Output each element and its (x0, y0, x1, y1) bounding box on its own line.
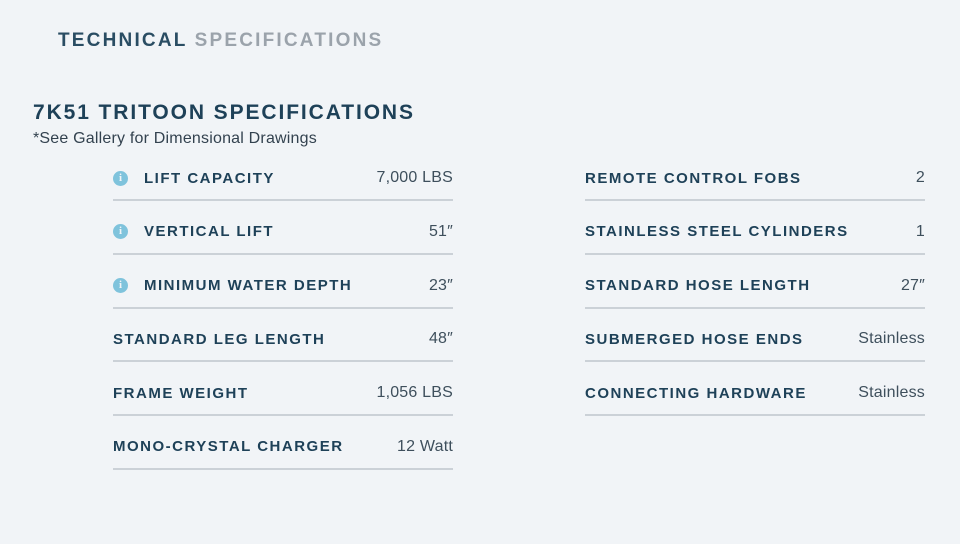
spec-row-content: SUBMERGED HOSE ENDS Stainless (585, 318, 925, 360)
info-icon[interactable]: i (113, 224, 128, 240)
spec-row: STAINLESS STEEL CYLINDERS 1 (585, 211, 925, 265)
spec-row: STANDARD LEG LENGTH 48″ (113, 318, 453, 372)
spec-label: VERTICAL LIFT (144, 223, 275, 241)
spec-column-right: REMOTE CONTROL FOBS 2 STAINLESS STEEL CY… (585, 157, 925, 426)
spec-value: 2 (915, 169, 925, 186)
spec-row: FRAME WEIGHT 1,056 LBS (113, 372, 453, 426)
spec-label: CONNECTING HARDWARE (585, 384, 807, 402)
spec-row-content: STANDARD LEG LENGTH 48″ (113, 318, 453, 360)
spec-value: 7,000 LBS (376, 169, 453, 186)
section-title: 7K51 TRITOON SPECIFICATIONS (33, 101, 415, 124)
spec-row: i LIFT CAPACITY 7,000 LBS (113, 157, 453, 211)
section-subtitle: *See Gallery for Dimensional Drawings (33, 130, 317, 147)
page-header-primary-label: TECHNICAL (58, 30, 188, 51)
spec-label: STANDARD LEG LENGTH (113, 330, 326, 348)
info-icon[interactable]: i (113, 170, 128, 186)
info-icon[interactable]: i (113, 278, 128, 294)
spec-row-content: i VERTICAL LIFT 51″ (113, 211, 453, 253)
spec-row-content: CONNECTING HARDWARE Stainless (585, 372, 925, 414)
spec-label: MINIMUM WATER DEPTH (144, 277, 353, 295)
spec-value: 1 (915, 222, 925, 240)
spec-value: 23″ (428, 276, 453, 294)
spec-value: Stainless (858, 384, 925, 402)
spec-row-content: FRAME WEIGHT 1,056 LBS (113, 372, 453, 414)
spec-label: REMOTE CONTROL FOBS (585, 169, 802, 187)
spec-value: 48″ (428, 330, 453, 348)
page-header-secondary-label: SPECIFICATIONS (194, 30, 384, 51)
spec-row: MONO-CRYSTAL CHARGER 12 Watt (113, 426, 453, 480)
page-header: TECHNICAL SPECIFICATIONS (58, 30, 383, 52)
spec-value: 51″ (428, 222, 453, 240)
spec-row: i MINIMUM WATER DEPTH 23″ (113, 265, 453, 319)
spec-row: STANDARD HOSE LENGTH 27″ (585, 265, 925, 319)
spec-row-content: i MINIMUM WATER DEPTH 23″ (113, 265, 453, 307)
spec-row: i VERTICAL LIFT 51″ (113, 211, 453, 265)
spec-row: SUBMERGED HOSE ENDS Stainless (585, 318, 925, 372)
spec-value: 12 Watt (397, 437, 453, 455)
spec-row: REMOTE CONTROL FOBS 2 (585, 157, 925, 211)
spec-label: FRAME WEIGHT (113, 384, 249, 402)
spec-value: 27″ (900, 276, 925, 294)
spec-row-content: MONO-CRYSTAL CHARGER 12 Watt (113, 426, 453, 468)
spec-label: LIFT CAPACITY (144, 169, 275, 187)
spec-row-content: REMOTE CONTROL FOBS 2 (585, 157, 925, 199)
spec-label: STAINLESS STEEL CYLINDERS (585, 223, 849, 241)
spec-column-left: i LIFT CAPACITY 7,000 LBS i VERTICAL LIF… (113, 157, 453, 480)
spec-row: CONNECTING HARDWARE Stainless (585, 372, 925, 426)
spec-row-content: STANDARD HOSE LENGTH 27″ (585, 265, 925, 307)
spec-value: Stainless (858, 330, 925, 348)
spec-label: SUBMERGED HOSE ENDS (585, 330, 804, 348)
spec-value: 1,056 LBS (376, 384, 453, 402)
spec-label: MONO-CRYSTAL CHARGER (113, 438, 344, 456)
spec-row-content: STAINLESS STEEL CYLINDERS 1 (585, 211, 925, 253)
spec-row-content: i LIFT CAPACITY 7,000 LBS (113, 157, 453, 199)
spec-label: STANDARD HOSE LENGTH (585, 277, 811, 295)
